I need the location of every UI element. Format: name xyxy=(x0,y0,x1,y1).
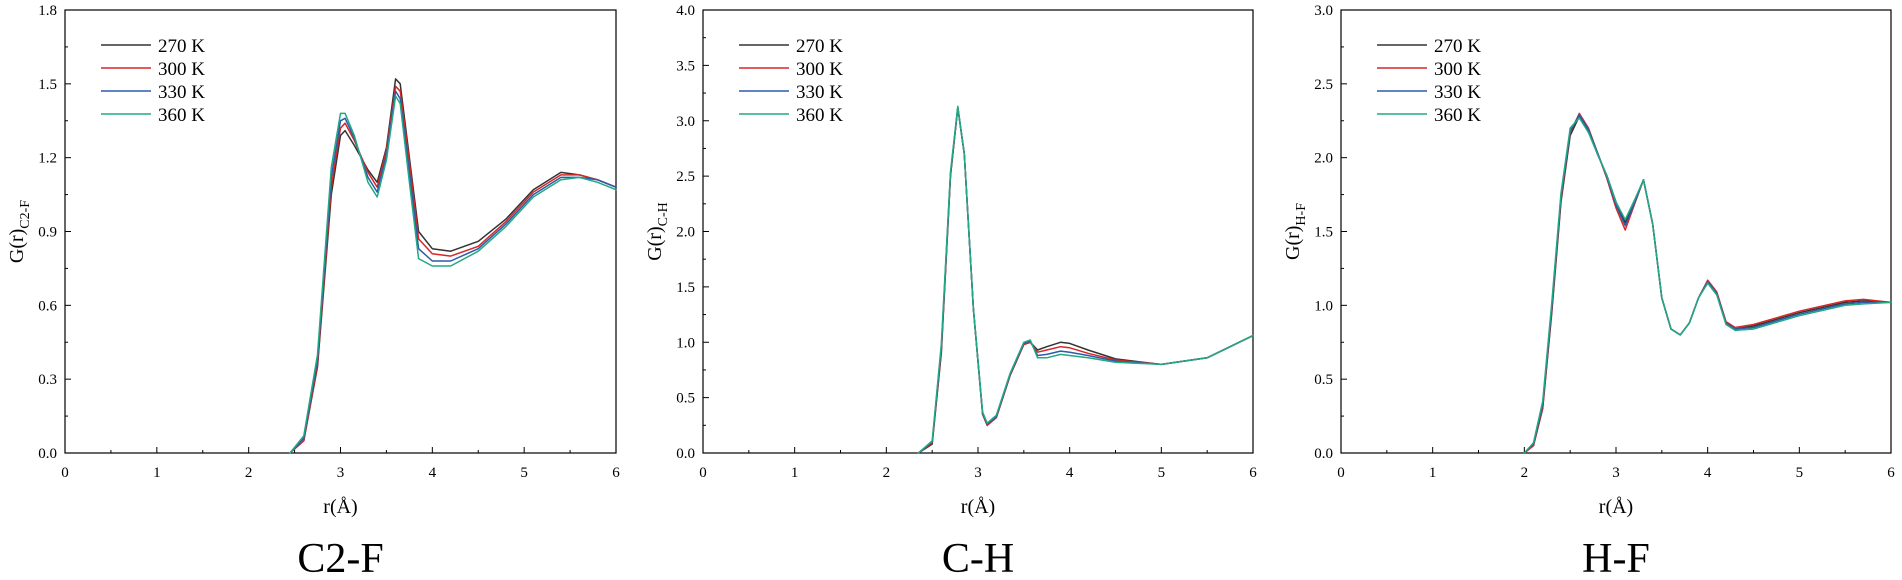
legend-label-1: 270 K xyxy=(158,36,205,57)
series-line-2 xyxy=(917,106,1254,454)
y-tick-label: 3.5 xyxy=(676,58,695,74)
legend-label-1: 270 K xyxy=(1434,36,1481,57)
x-tick-label: 1 xyxy=(153,465,161,481)
y-tick-label: 3.0 xyxy=(676,114,695,130)
x-tick-label: 6 xyxy=(1887,465,1895,481)
x-tick-label: 3 xyxy=(1612,465,1620,481)
x-tick-label: 2 xyxy=(883,465,891,481)
y-tick-label: 2.0 xyxy=(1314,151,1333,167)
y-axis-title-subscript: C2-F xyxy=(18,200,33,229)
y-axis-title-main: G(r) xyxy=(644,226,666,260)
legend-label-4: 360 K xyxy=(796,105,843,126)
series-line-4 xyxy=(1523,117,1892,454)
y-tick-label: 2.0 xyxy=(676,225,695,241)
y-tick-label: 3.0 xyxy=(1314,3,1333,19)
legend-label-4: 360 K xyxy=(158,105,205,126)
x-tick-label: 6 xyxy=(612,465,620,481)
legend-label-2: 300 K xyxy=(158,59,205,80)
series-line-4 xyxy=(917,105,1254,454)
series-line-3 xyxy=(917,106,1254,454)
y-axis-title-main: G(r) xyxy=(1282,226,1304,260)
series-line-1 xyxy=(917,106,1254,454)
legend-label-4: 360 K xyxy=(1434,105,1481,126)
y-tick-label: 1.5 xyxy=(1314,225,1333,241)
y-tick-label: 0.3 xyxy=(38,372,57,388)
y-tick-label: 0.0 xyxy=(1314,446,1333,462)
y-tick-label: 1.0 xyxy=(676,335,695,351)
y-tick-label: 1.5 xyxy=(38,77,57,93)
x-tick-label: 4 xyxy=(1066,465,1074,481)
x-axis-title: r(Å) xyxy=(323,496,357,518)
x-tick-label: 0 xyxy=(1337,465,1345,481)
x-tick-label: 0 xyxy=(699,465,707,481)
y-tick-label: 4.0 xyxy=(676,3,695,19)
series-line-3 xyxy=(289,90,617,454)
x-tick-label: 5 xyxy=(520,465,528,481)
x-tick-label: 2 xyxy=(1521,465,1529,481)
x-tick-label: 5 xyxy=(1158,465,1166,481)
legend-label-3: 330 K xyxy=(158,82,205,103)
x-tick-label: 0 xyxy=(61,465,69,481)
y-axis-title-subscript: C-H xyxy=(656,202,671,226)
chart-panel-3: 0 1 2 3 4 5 60.00.51.01.52.02.53.0r(Å)G(r)H-F2… xyxy=(1282,3,1895,580)
legend-label-3: 330 K xyxy=(1434,82,1481,103)
x-tick-label: 2 xyxy=(245,465,253,481)
legend-label-3: 330 K xyxy=(796,82,843,103)
y-axis-title-main: G(r) xyxy=(6,229,28,263)
legend-label-1: 270 K xyxy=(796,36,843,57)
x-axis-title: r(Å) xyxy=(961,496,995,518)
panel-title: H-F xyxy=(1582,536,1650,580)
series-line-4 xyxy=(289,95,617,454)
plot-frame xyxy=(1340,9,1892,454)
y-tick-label: 0.0 xyxy=(38,446,57,462)
x-tick-label: 3 xyxy=(337,465,345,481)
y-tick-label: 0.5 xyxy=(676,391,695,407)
series-line-1 xyxy=(289,78,617,454)
y-tick-label: 1.0 xyxy=(1314,298,1333,314)
y-tick-label: 1.2 xyxy=(38,151,57,167)
series-line-2 xyxy=(289,85,617,454)
y-tick-label: 1.8 xyxy=(38,3,57,19)
panel-title: C2-F xyxy=(297,536,383,580)
x-tick-label: 1 xyxy=(1429,465,1437,481)
legend-label-2: 300 K xyxy=(1434,59,1481,80)
y-tick-label: 1.5 xyxy=(676,280,695,296)
y-tick-label: 2.5 xyxy=(1314,77,1333,93)
y-axis-title-subscript: H-F xyxy=(1294,203,1309,226)
y-tick-label: 0.5 xyxy=(1314,372,1333,388)
y-axis-title: G(r)H-F xyxy=(1282,203,1309,260)
x-tick-label: 1 xyxy=(791,465,799,481)
x-axis-title: r(Å) xyxy=(1599,496,1633,518)
plot-frame xyxy=(702,9,1254,454)
legend-label-2: 300 K xyxy=(796,59,843,80)
y-tick-label: 0.0 xyxy=(676,446,695,462)
x-tick-label: 5 xyxy=(1796,465,1804,481)
y-axis-title: G(r)C-H xyxy=(644,202,671,261)
plot-frame xyxy=(64,9,617,454)
panel-title: C-H xyxy=(942,536,1014,580)
chart-panel-1: 0 1 2 3 4 5 60.00.30.60.91.21.51.8r(Å)G(r)C2-F… xyxy=(6,3,620,580)
y-axis-title: G(r)C2-F xyxy=(6,200,33,263)
x-tick-label: 3 xyxy=(974,465,982,481)
x-tick-label: 6 xyxy=(1249,465,1257,481)
x-tick-label: 4 xyxy=(429,465,437,481)
y-tick-label: 0.6 xyxy=(38,298,57,314)
x-tick-label: 4 xyxy=(1704,465,1712,481)
y-tick-label: 0.9 xyxy=(38,225,57,241)
y-tick-label: 2.5 xyxy=(676,169,695,185)
chart-panel-2: 0 1 2 3 4 5 6 0.0 0.5 1.0 1.5 2.0 2.5 3.0 3.5 4.0 r(Å) G(… xyxy=(644,3,1257,580)
